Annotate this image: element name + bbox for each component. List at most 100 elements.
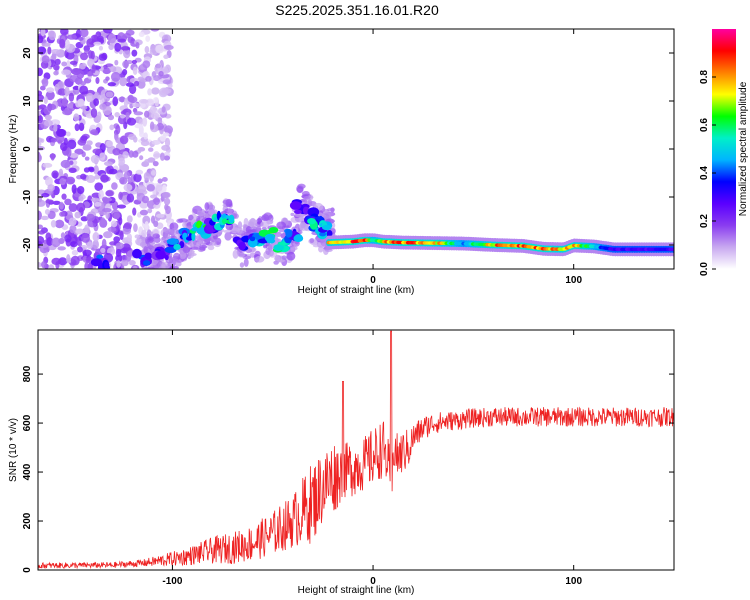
spectrogram-halo-blob [140, 278, 147, 282]
spectrogram-noise-blob [43, 106, 52, 115]
spectrogram-noise-blob [42, 162, 53, 168]
spectrogram-noise-blob [79, 52, 89, 61]
spectrogram-noise-blob [41, 261, 47, 269]
spectrogram-noise-blob [45, 176, 53, 187]
spectrogram-noise-blob [43, 119, 53, 127]
spectrogram-noise-blob [118, 191, 123, 200]
spectrogram-noise-blob [111, 182, 118, 190]
spectrogram-noise-blob [101, 238, 107, 249]
spectrogram-halo-blob [295, 213, 306, 218]
spectrogram-halo-blob [152, 233, 160, 239]
spectrogram-noise-blob [149, 105, 157, 115]
spectrogram-feature-blob [228, 214, 235, 224]
spectrogram-noise-blob [38, 141, 42, 147]
snr-panel: -100 0 100 0 200 400 600 800 Height of straigh… [8, 329, 675, 596]
spectrogram-halo-blob [204, 210, 209, 214]
spectrogram-halo-blob [242, 224, 248, 229]
spectrogram-noise-blob [134, 123, 144, 129]
spectrogram-noise-blob [86, 140, 93, 146]
spectrogram-noise-blob [147, 208, 153, 214]
spectrogram-noise-blob [164, 125, 173, 135]
spectrogram-halo-blob [175, 261, 182, 267]
spectrogram-noise-blob [69, 225, 77, 234]
spectrogram-noise-blob [91, 64, 96, 74]
spectrogram-noise-blob [51, 237, 61, 248]
spectrogram-noise-blob [164, 137, 171, 148]
spectrogram-noise-blob [86, 241, 93, 250]
spectrogram-noise-blob [143, 172, 150, 181]
spectrogram-noise-blob [80, 173, 87, 180]
spectrogram-noise-blob [51, 170, 59, 179]
spectrogram-x-tick-label: 100 [565, 275, 582, 286]
spectrogram-noise-blob [122, 151, 129, 159]
spectrogram-noise-blob [97, 111, 102, 121]
spectrogram-noise-blob [155, 44, 165, 54]
spectrogram-noise-blob [54, 58, 61, 66]
spectrogram-noise-blob [163, 54, 169, 60]
spectrogram-noise-blob [132, 102, 141, 108]
spectrogram-noise-blob [110, 71, 121, 82]
spectrogram-noise-blob [164, 204, 169, 211]
spectrogram-noise-blob [80, 29, 89, 38]
spectrogram-halo-blob [189, 239, 197, 248]
spectrogram-halo-blob [150, 272, 158, 276]
spectrogram-noise-blob [138, 102, 146, 109]
spectrogram-noise-blob [78, 122, 85, 132]
spectrogram-noise-blob [59, 211, 66, 217]
spectrogram-halo-blob [312, 244, 322, 248]
spectrogram-noise-blob [43, 96, 48, 105]
spectrogram-noise-blob [116, 260, 121, 268]
spectrogram-feature-blob [132, 248, 142, 259]
spectrogram-noise-blob [38, 35, 44, 44]
spectrogram-y-ticks: -20 -10 0 10 20 [22, 47, 674, 252]
spectrogram-halo-blob [260, 220, 270, 228]
snr-x-tick-label: 100 [565, 576, 582, 587]
spectrogram-noise-blob [114, 112, 120, 118]
spectrogram-halo-blob [309, 238, 315, 244]
spectrogram-halo-blob [261, 226, 267, 231]
spectrogram-feature-blob [90, 258, 103, 267]
spectrogram-noise-blob [51, 257, 61, 266]
spectrogram-halo-blob [145, 236, 150, 245]
snr-y-label: SNR (10 * v/v) [8, 418, 19, 482]
spectrogram-noise-blob [151, 139, 161, 145]
spectrogram-noise-blob [98, 53, 107, 61]
spectrogram-noise-blob [123, 97, 128, 108]
spectrogram-halo-blob [237, 252, 245, 258]
spectrogram-feature-blob [238, 241, 246, 251]
spectrogram-noise-blob [100, 174, 109, 183]
spectrogram-feature-blob [289, 201, 302, 210]
spectrogram-noise-blob [102, 29, 113, 34]
spectrogram-halo-blob [161, 236, 166, 241]
figure-title: S225.2025.351.16.01.R20 [275, 2, 439, 18]
spectrogram-noise-blob [132, 207, 137, 216]
spectrogram-noise-blob [60, 232, 66, 239]
spectrogram-y-tick-label: 10 [22, 95, 33, 107]
spectrogram-noise-blob [61, 61, 68, 67]
spectrogram-noise-blob [38, 230, 46, 235]
spectrogram-halo-blob [224, 231, 232, 241]
spectrogram-noise-blob [150, 112, 160, 120]
spectrogram-noise-blob [134, 234, 141, 239]
spectrogram-noise-blob [38, 137, 43, 143]
spectrogram-noise-blob [86, 70, 93, 77]
spectrogram-noise-blob [38, 67, 43, 77]
spectrogram-x-tick-label: 0 [370, 275, 376, 286]
spectrogram-halo-blob [224, 208, 235, 214]
spectrogram-noise-blob [77, 185, 85, 195]
spectrogram-noise-blob [141, 195, 150, 204]
spectrogram-halo-blob [286, 251, 296, 261]
snr-x-ticks: -100 0 100 [162, 330, 582, 587]
spectrogram-noise-blob [161, 177, 168, 182]
spectrogram-noise-blob [103, 161, 114, 167]
spectrogram-noise-blob [114, 59, 119, 66]
spectrogram-noise-blob [71, 184, 77, 194]
spectrogram-halo-blob [170, 228, 179, 236]
spectrogram-noise-blob [161, 191, 171, 199]
snr-x-tick-label: -100 [162, 576, 182, 587]
spectrogram-noise-blob [54, 219, 65, 229]
spectrogram-noise-blob [155, 184, 163, 192]
spectrogram-noise-blob [53, 70, 59, 76]
spectrogram-noise-blob [143, 110, 150, 118]
